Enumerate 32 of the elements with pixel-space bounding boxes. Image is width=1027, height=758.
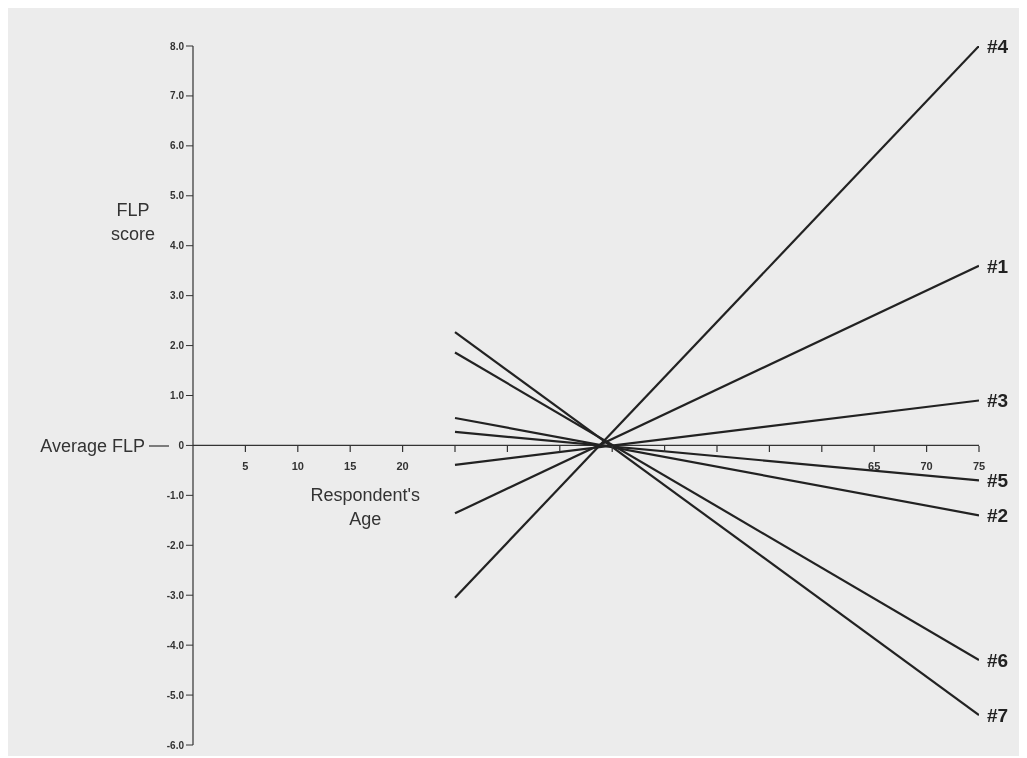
x-tick-label: 20 [396, 460, 409, 472]
y-tick-label: -5.0 [166, 689, 185, 701]
series-label: #4 [987, 36, 1009, 57]
x-tick-label: 15 [344, 460, 357, 472]
x-tick-label: 5 [242, 460, 249, 472]
y-tick-label: 2.0 [170, 340, 185, 352]
series-label: #7 [987, 705, 1009, 727]
y-tick-label: 6.0 [170, 140, 185, 152]
series-label: #5 [987, 470, 1009, 492]
y-tick-label: -6.0 [166, 739, 185, 751]
x-tick-label: 65 [868, 460, 881, 472]
y-tick-label: 5.0 [170, 190, 185, 202]
series-label: #1 [987, 255, 1009, 277]
y-tick-label: -3.0 [166, 589, 185, 601]
y-tick-label: -4.0 [166, 639, 185, 651]
x-tick-label: 70 [920, 460, 933, 472]
x-tick-label: 10 [291, 460, 304, 472]
y-tick-label: -1.0 [166, 489, 185, 501]
y-tick-label: 1.0 [170, 390, 185, 402]
y-tick-label: -2.0 [166, 539, 185, 551]
series-label: #3 [987, 390, 1009, 412]
y-tick-label: 4.0 [170, 240, 185, 252]
y-tick-label: 8.0 [170, 40, 185, 52]
y-tick-label: 7.0 [170, 90, 185, 102]
y-tick-label: 3.0 [170, 290, 185, 302]
x-tick-label: 75 [972, 460, 986, 472]
ref-line-label: Average FLP [40, 436, 145, 456]
y-axis-title: FLP score [110, 200, 156, 244]
series-label: #6 [987, 650, 1009, 672]
series-label: #2 [987, 505, 1009, 527]
y-tick-label: 0 [178, 439, 185, 451]
x-axis-title: Respondent's Age [310, 485, 420, 529]
